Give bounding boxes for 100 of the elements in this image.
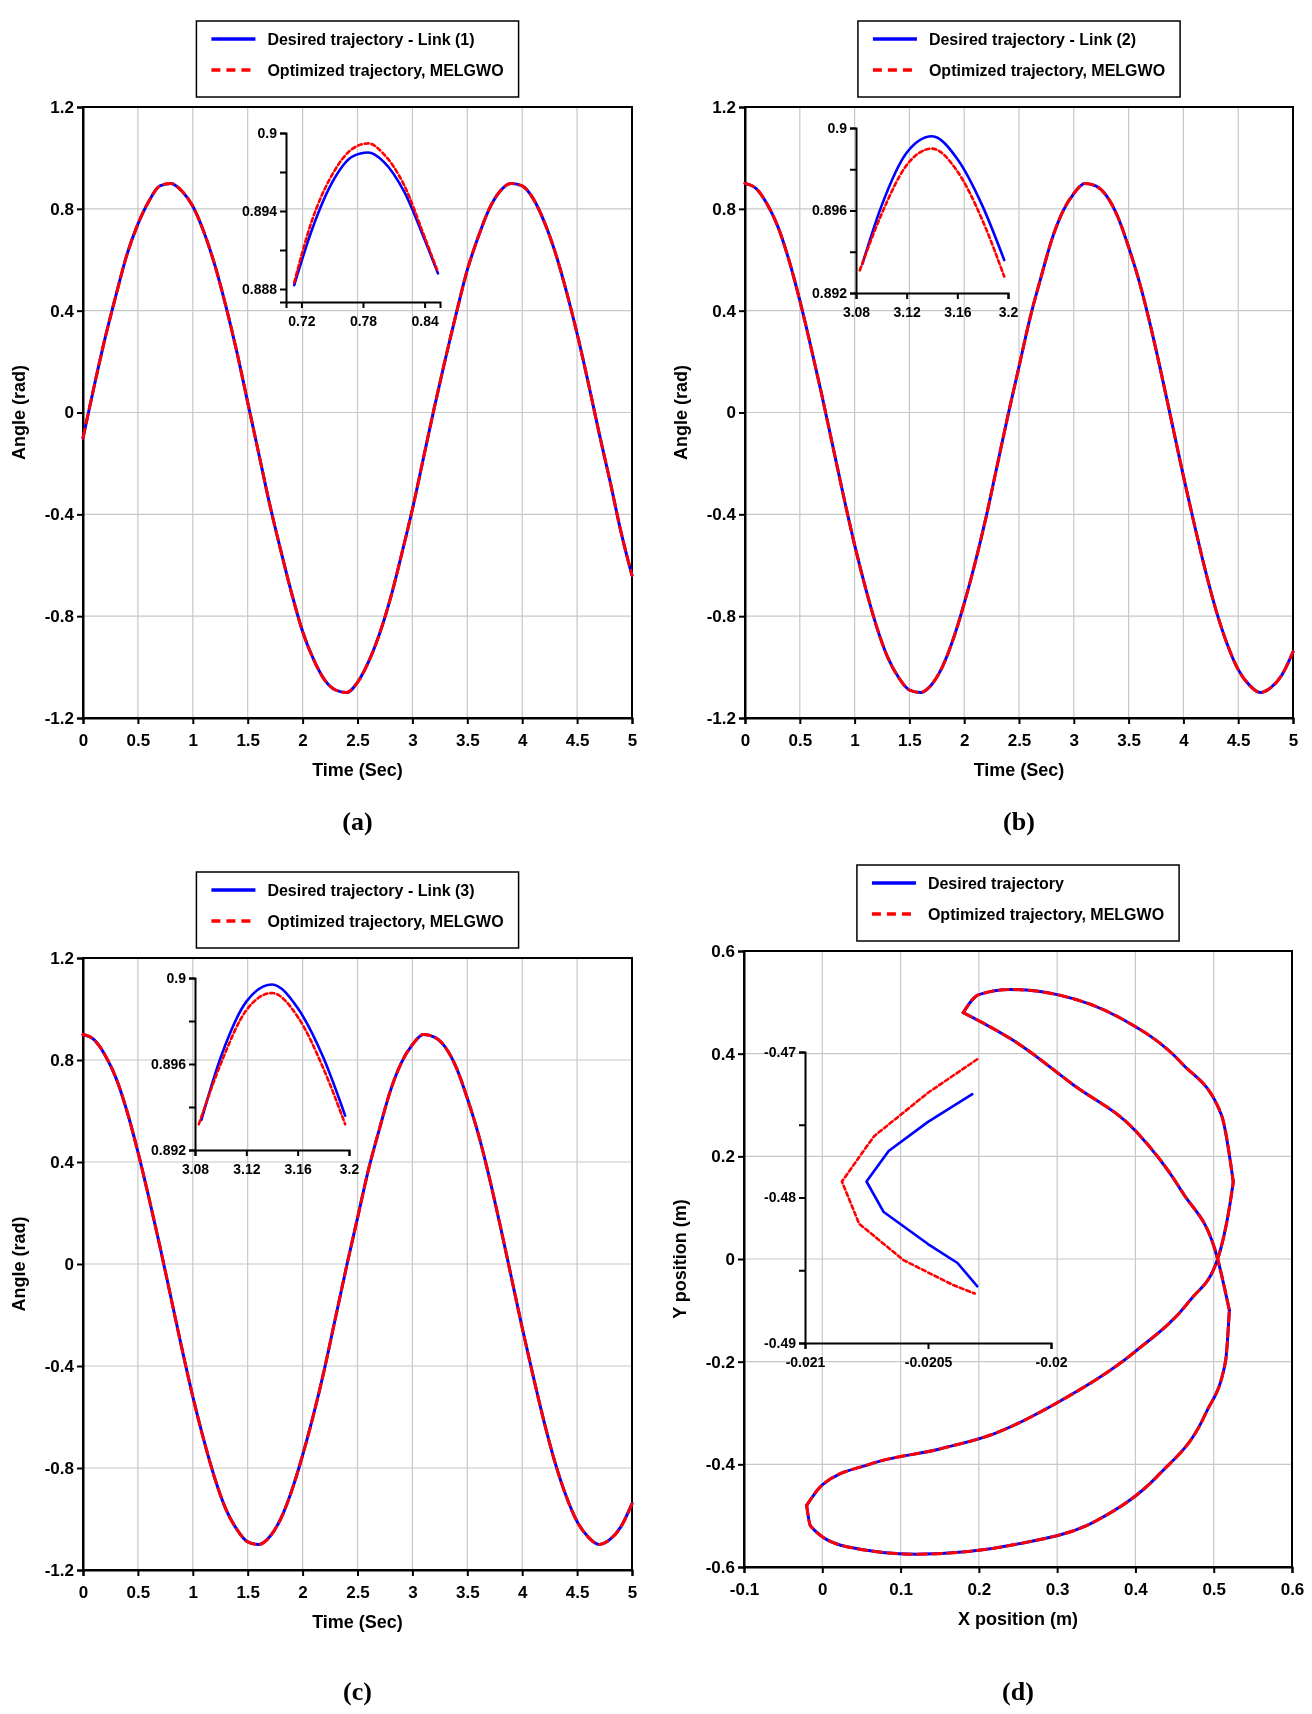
x-tick-label: 1 (188, 1582, 199, 1602)
y-tick-label: -1.2 (706, 708, 736, 728)
x-tick-label: 3.16 (944, 304, 972, 321)
x-tick-label: 1.5 (236, 730, 261, 750)
x-tick-label: 2.5 (1007, 730, 1032, 750)
x-tick-label: 4 (1179, 730, 1190, 750)
y-tick-label: -0.8 (44, 1458, 74, 1478)
legend-label: Optimized trajectory, MELGWO (928, 62, 1166, 79)
y-axis-title: Angle (rad) (671, 364, 691, 461)
x-tick-label: 5 (627, 1582, 638, 1602)
x-tick-label: 0.5 (126, 1582, 151, 1602)
x-tick-label: 3.5 (455, 1582, 480, 1602)
x-tick-label: 0.6 (1280, 1579, 1305, 1599)
x-tick-label: 0.72 (288, 313, 316, 330)
x-tick-label: 3.2 (998, 304, 1019, 321)
legend-label: Desired trajectory - Link (1) (267, 31, 475, 48)
y-tick-label: 0.9 (257, 124, 278, 141)
x-tick-label: 2 (959, 730, 970, 750)
x-tick-label: 1 (850, 730, 860, 750)
y-tick-label: 1.2 (50, 948, 74, 968)
y-tick-label: 1.2 (50, 97, 74, 117)
x-tick-label: -0.02 (1035, 1354, 1068, 1371)
x-tick-label: 0.5 (1202, 1579, 1227, 1599)
x-tick-label: 4.5 (565, 730, 590, 750)
x-tick-label: 3.2 (339, 1161, 360, 1178)
x-tick-label: -0.021 (785, 1354, 826, 1371)
x-tick-label: 5 (1288, 730, 1299, 750)
x-tick-label: 0.78 (349, 313, 378, 330)
y-tick-label: 0.894 (241, 202, 278, 219)
x-tick-label: 0.2 (967, 1579, 992, 1599)
x-tick-label: 1.5 (898, 730, 922, 750)
x-tick-label: 2.5 (346, 1582, 370, 1602)
x-tick-label: -0.0205 (904, 1354, 953, 1371)
text: (b) (1003, 807, 1035, 836)
x-tick-label: 3 (408, 730, 418, 750)
x-tick-label: 2.5 (346, 730, 370, 750)
y-tick-label: 0.9 (827, 119, 848, 136)
x-tick-label: 0.3 (1045, 1579, 1070, 1599)
y-tick-label: -1.2 (44, 1560, 74, 1580)
x-axis-title: Time (Sec) (973, 760, 1065, 780)
y-tick-label: -0.2 (705, 1352, 735, 1372)
x-tick-label: 0.4 (1124, 1579, 1149, 1599)
x-tick-label: 3.5 (1117, 730, 1141, 750)
y-tick-label: 0.896 (811, 202, 848, 219)
text: (a) (342, 807, 373, 836)
y-tick-label: -0.4 (706, 505, 737, 525)
y-tick-label: 0.6 (711, 941, 735, 961)
x-tick-label: 1.5 (236, 1582, 261, 1602)
y-tick-label: -0.4 (44, 1356, 75, 1376)
y-axis-title: Angle (rad) (9, 364, 29, 461)
legend-label: Optimized trajectory, MELGWO (267, 62, 504, 79)
x-axis-title: Time (Sec) (312, 1612, 403, 1632)
y-axis-title: Angle (rad) (9, 1216, 29, 1312)
y-tick-label: 0 (64, 403, 74, 423)
y-tick-label: -0.47 (764, 1043, 797, 1060)
x-tick-label: 0 (740, 730, 751, 750)
legend-label: Desired trajectory (927, 875, 1065, 892)
x-tick-label: 3.08 (181, 1161, 210, 1178)
x-tick-label: 3 (1069, 730, 1080, 750)
text: (c) (343, 1677, 372, 1706)
x-tick-label: 3 (408, 1582, 418, 1602)
x-tick-label: 3.12 (233, 1161, 261, 1178)
y-tick-label: 0 (64, 1254, 74, 1274)
x-tick-label: 1 (188, 730, 199, 750)
y-tick-label: -0.48 (764, 1189, 797, 1206)
y-tick-label: 1.2 (712, 97, 736, 117)
y-tick-label: -0.8 (706, 607, 736, 627)
y-tick-label: 0 (726, 403, 736, 423)
x-tick-label: 0.84 (411, 313, 439, 330)
x-tick-label: 2 (298, 1582, 308, 1602)
x-tick-label: 4.5 (565, 1582, 590, 1602)
legend-label: Desired trajectory - Link (3) (267, 882, 475, 899)
x-tick-label: 3.5 (455, 730, 480, 750)
y-tick-label: -0.49 (764, 1334, 797, 1351)
text: (d) (1002, 1677, 1034, 1706)
x-tick-label: -0.1 (729, 1579, 760, 1599)
x-tick-label: 4 (517, 730, 528, 750)
x-tick-label: 0.5 (788, 730, 813, 750)
x-axis-title: X position (m) (958, 1609, 1078, 1629)
y-tick-label: -0.4 (44, 505, 75, 525)
y-tick-label: 0.888 (241, 280, 278, 297)
x-tick-label: 0 (78, 1582, 89, 1602)
y-tick-label: 0.896 (150, 1055, 187, 1072)
x-tick-label: 0 (78, 730, 89, 750)
x-tick-label: 0.5 (126, 730, 151, 750)
y-tick-label: 0.9 (166, 969, 187, 986)
y-tick-label: -1.2 (44, 708, 74, 728)
x-tick-label: 3.12 (893, 304, 921, 321)
y-tick-label: -0.6 (705, 1557, 735, 1577)
x-tick-label: 5 (627, 730, 638, 750)
x-tick-label: 3.08 (842, 304, 871, 321)
y-tick-label: 0 (725, 1249, 735, 1269)
y-tick-label: 0.8 (712, 199, 736, 219)
x-tick-label: 4.5 (1226, 730, 1251, 750)
x-tick-label: 3.16 (284, 1161, 312, 1178)
y-tick-label: 0.892 (150, 1141, 187, 1158)
y-tick-label: 0.8 (50, 1050, 74, 1070)
y-tick-label: -0.8 (44, 607, 74, 627)
x-axis-title: Time (Sec) (312, 760, 403, 780)
y-axis-title: Y position (m) (670, 1199, 690, 1319)
